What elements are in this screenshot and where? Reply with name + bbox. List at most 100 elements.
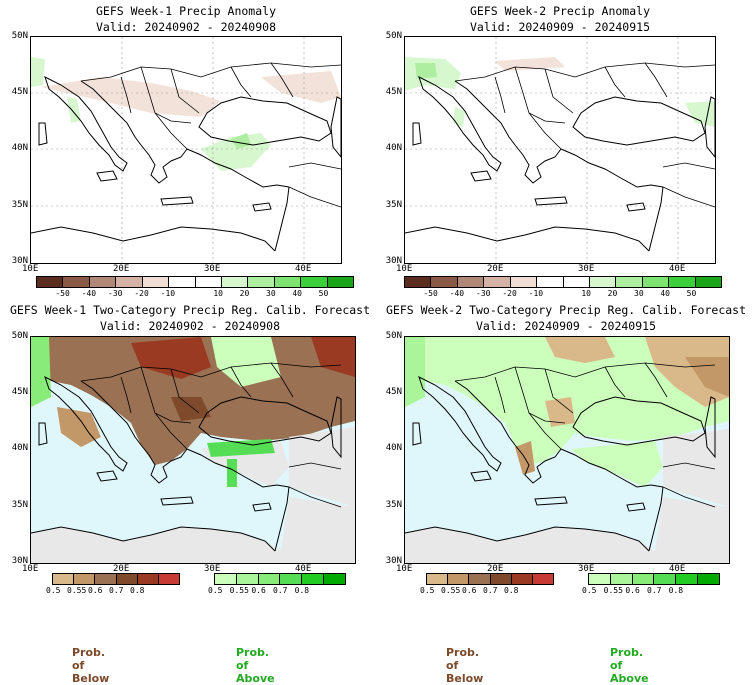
colorbar-tick-label: 0.7 (483, 586, 498, 595)
colorbar-swatch (484, 277, 511, 287)
panel-valid-dates: Valid: 20240909 - 20240915 (475, 319, 656, 333)
colorbar-tick-label: 0.8 (504, 586, 519, 595)
no-signal-region (31, 497, 355, 563)
colorbar-swatch (215, 574, 237, 584)
lat-label: 35N (385, 200, 402, 210)
prob-below-colorbar (426, 573, 554, 585)
lat-label: 50N (385, 331, 402, 341)
panel-title: GEFS Week-1 Two-Category Precip Reg. Cal… (9, 303, 371, 317)
colorbar-tick-label: -40 (81, 289, 97, 298)
colorbar-tick-label: 0.7 (273, 586, 288, 595)
colorbar-swatch (563, 277, 590, 287)
colorbar-swatch (158, 574, 180, 584)
map-frame (30, 336, 356, 564)
colorbar-swatch (116, 574, 138, 584)
prob-above-region (227, 459, 237, 487)
map-frame (30, 36, 342, 264)
colorbar-tick-label: -20 (134, 289, 149, 298)
lon-label: 20E (113, 564, 130, 574)
colorbar-tick-label: -50 (55, 289, 70, 298)
colorbar-swatch (469, 574, 491, 584)
prob-of-below-label: Prob. of Below (72, 646, 110, 685)
colorbar-swatch (610, 574, 633, 584)
colorbar-swatch (195, 277, 222, 287)
prob-above-region (571, 441, 663, 487)
colorbar-swatch (236, 574, 259, 584)
colorbar-swatch (676, 574, 699, 584)
lon-label: 30E (578, 264, 595, 274)
colorbar-tick-label: 0.5 (420, 586, 435, 595)
colorbar-swatch (510, 277, 538, 287)
colorbar-tick-label: 0.55 (441, 586, 461, 595)
lon-label: 40E (295, 264, 312, 274)
panel-title: GEFS Week-2 Precip Anomaly (469, 4, 650, 18)
lat-label: 35N (385, 500, 402, 510)
colorbar-swatch (274, 277, 302, 287)
colorbar-tick-label: 0.55 (67, 586, 87, 595)
colorbar-swatch (632, 574, 655, 584)
prob-below-region (311, 337, 355, 377)
anomaly-wet-region (31, 57, 45, 87)
colorbar-tick-label: 0.6 (625, 586, 640, 595)
anomaly-colorbar (36, 276, 354, 288)
colorbar-tick-label: 0.5 (208, 586, 223, 595)
colorbar-tick-label: -40 (449, 289, 465, 298)
colorbar-tick-label: 0.8 (668, 586, 684, 595)
colorbar-swatch (302, 574, 325, 584)
colorbar-tick-label: 30 (634, 289, 644, 298)
colorbar-swatch (642, 277, 670, 287)
colorbar-tick-label: 0.55 (603, 586, 623, 595)
lon-label: 10E (22, 564, 39, 574)
prob-above-region (31, 337, 51, 407)
colorbar-swatch (698, 574, 719, 584)
prob-above-region (207, 439, 275, 457)
prob-below-region (545, 397, 575, 427)
prob-of-above-label: Prob. of Above (610, 646, 649, 685)
colorbar-swatch (327, 277, 354, 287)
colorbar-swatch (511, 574, 533, 584)
colorbar-swatch (669, 277, 696, 287)
colorbar-swatch (74, 574, 96, 584)
lon-label: 30E (204, 264, 221, 274)
colorbar-swatch (37, 277, 64, 287)
lon-label: 10E (396, 264, 413, 274)
lat-label: 35N (11, 500, 28, 510)
colorbar-tick-label: 10 (213, 289, 223, 298)
colorbar-tick-label: 0.8 (130, 586, 145, 595)
lat-label: 50N (385, 31, 402, 41)
colorbar-tick-label: 0.6 (462, 586, 477, 595)
anomaly-dry-region (261, 71, 341, 103)
anomaly-colorbar (404, 276, 722, 288)
colorbar-swatch (427, 574, 449, 584)
colorbar-swatch (63, 277, 90, 287)
colorbar-swatch (301, 277, 328, 287)
colorbar-swatch (431, 277, 458, 287)
colorbar-tick-label: 50 (318, 289, 329, 298)
panel-title: GEFS Week-1 Precip Anomaly (95, 4, 276, 18)
lon-label: 20E (113, 264, 130, 274)
lat-label: 40N (385, 143, 402, 153)
colorbar-tick-label: 50 (686, 289, 697, 298)
colorbar-tick-label: -10 (160, 289, 176, 298)
colorbar-swatch (248, 277, 275, 287)
lon-label: 10E (22, 264, 39, 274)
prob-of-above-label: Prob. of Above (236, 646, 275, 685)
colorbar-swatch (589, 574, 611, 584)
colorbar-tick-label: -30 (476, 289, 491, 298)
colorbar-swatch (95, 574, 117, 584)
colorbar-tick-label: 0.6 (251, 586, 266, 595)
colorbar-tick-label: 0.5 (46, 586, 61, 595)
panel-title: GEFS Week-2 Two-Category Precip Reg. Cal… (385, 303, 747, 317)
lon-label: 40E (669, 264, 686, 274)
prob-above-region (211, 337, 281, 387)
lon-label: 20E (487, 564, 504, 574)
lat-label: 45N (385, 87, 402, 97)
colorbar-tick-label: -30 (108, 289, 123, 298)
colorbar-tick-label: 40 (292, 289, 302, 298)
colorbar-tick-label: 0.7 (109, 586, 124, 595)
prob-above-colorbar (588, 573, 720, 585)
map-canvas (31, 337, 355, 563)
colorbar-tick-label: 0.7 (647, 586, 662, 595)
colorbar-swatch (169, 277, 196, 287)
colorbar-tick-label: 0.55 (229, 586, 249, 595)
